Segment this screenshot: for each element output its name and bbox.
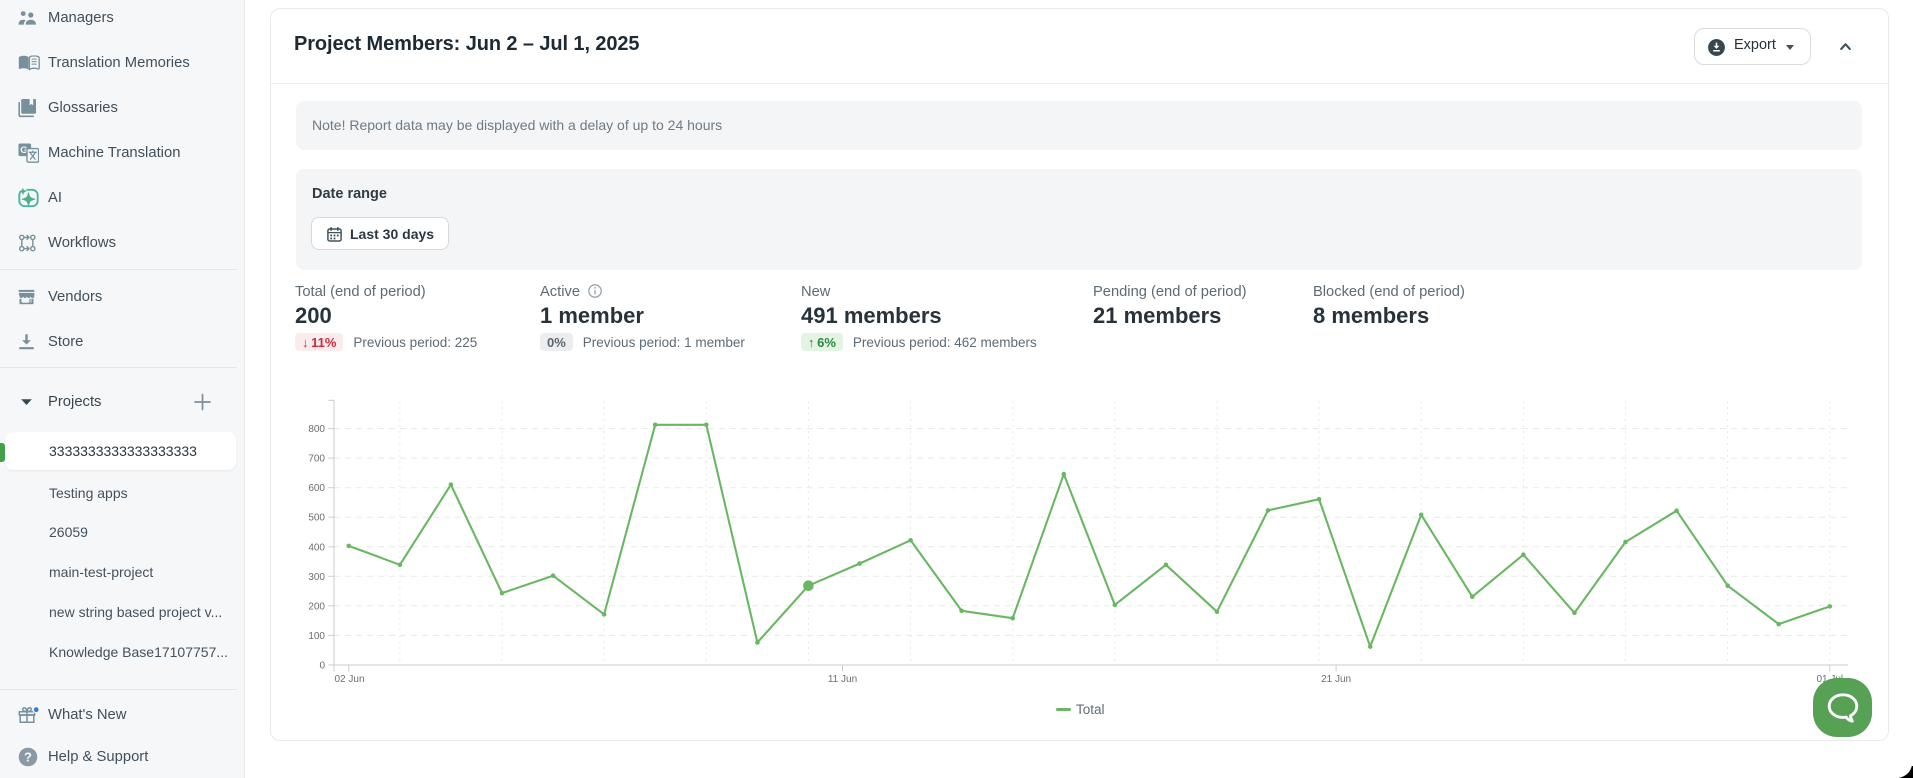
svg-text:Total: Total: [1076, 702, 1105, 717]
svg-text:100: 100: [308, 631, 325, 642]
svg-text:300: 300: [308, 572, 325, 583]
svg-text:?: ?: [24, 750, 32, 765]
svg-text:02 Jun: 02 Jun: [334, 674, 364, 685]
svg-text:600: 600: [308, 483, 325, 494]
svg-text:400: 400: [308, 542, 325, 553]
svg-text:700: 700: [308, 454, 325, 465]
svg-text:0: 0: [319, 660, 325, 671]
svg-text:G: G: [20, 145, 27, 156]
svg-text:200: 200: [308, 601, 325, 612]
svg-text:21 Jun: 21 Jun: [1321, 674, 1351, 685]
svg-text:11 Jun: 11 Jun: [828, 674, 857, 685]
svg-text:500: 500: [308, 513, 325, 524]
svg-text:800: 800: [308, 424, 325, 435]
